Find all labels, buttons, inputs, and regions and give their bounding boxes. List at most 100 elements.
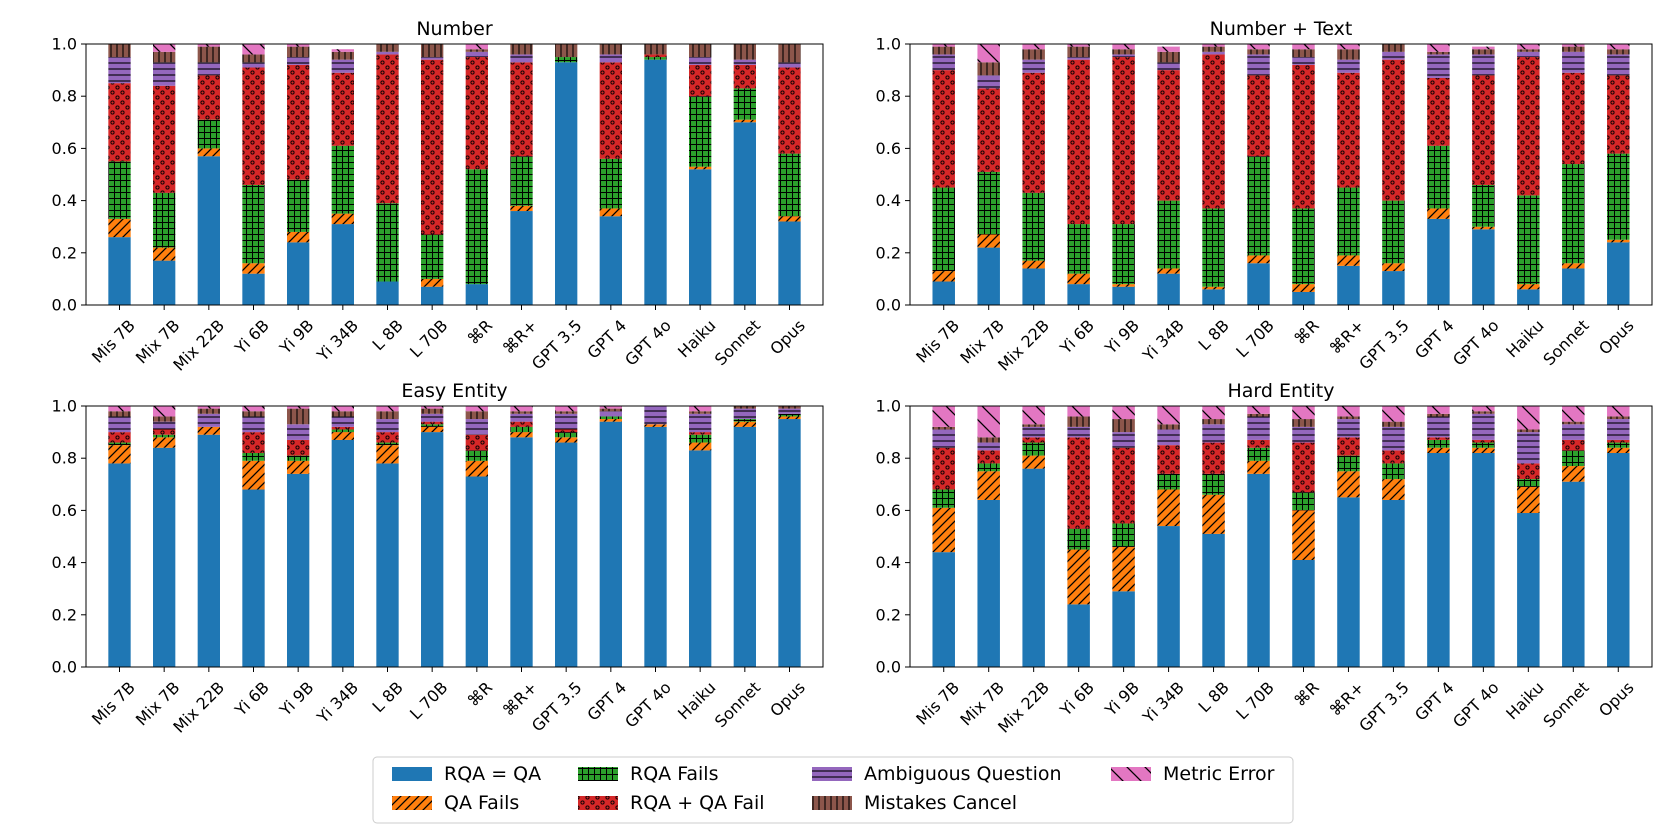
- bar-number-plus-text-l-70b-mistakes_cancel: [1247, 49, 1270, 55]
- bar-hard-entity-mix-7b-rqa_eq_qa: [977, 499, 1000, 667]
- bar-hard-entity-opus-rqa_qa_fail: [1607, 439, 1630, 443]
- panel-hard-entity-xtick-label-gpt-4o: GPT 4o: [1449, 678, 1503, 732]
- bar-easy-entity-gpt-4-rqa_eq_qa: [599, 421, 622, 667]
- bar-hard-entity-yi-6b-mistakes_cancel: [1067, 416, 1090, 427]
- bar-easy-entity-yi-9b-qa_fails: [287, 460, 310, 474]
- bar-hard-entity-gpt-3-5-metric_error: [1382, 406, 1405, 422]
- bar-hard-entity-haiku-qa_fails: [1517, 486, 1540, 514]
- bar-hard-entity-gpt-4-ambiguous: [1427, 416, 1450, 438]
- bar-number-plus-text-cmdr-rqa_eq_qa: [1292, 291, 1315, 305]
- panel-hard-entity-xtick-label-opus: Opus: [1595, 678, 1638, 721]
- bar-hard-entity-l-8b-qa_fails: [1202, 494, 1225, 534]
- bar-hard-entity-cmdrplus-rqa_qa_fail: [1337, 437, 1360, 456]
- bar-number-cmdrplus-rqa_qa_fail: [510, 62, 533, 157]
- bar-number-mix-7b-ambiguous: [153, 62, 176, 86]
- bar-hard-entity-yi-6b-rqa_eq_qa: [1067, 604, 1090, 667]
- bar-number-plus-text-cmdrplus-rqa_fails: [1337, 187, 1360, 256]
- bar-number-gpt-4o-mistakes_cancel: [644, 44, 667, 55]
- bar-number-plus-text-mis-7b-rqa_fails: [932, 187, 955, 272]
- bar-number-mis-7b-ambiguous: [108, 57, 131, 84]
- bar-hard-entity-opus-qa_fails: [1607, 447, 1630, 453]
- bar-hard-entity-mix-22b-qa_fails: [1022, 455, 1045, 469]
- panel-hard-entity-xtick-label-sonnet: Sonnet: [1539, 678, 1592, 731]
- bar-hard-entity-yi-6b-rqa_fails: [1067, 528, 1090, 550]
- bar-hard-entity-l-8b-rqa_fails: [1202, 473, 1225, 495]
- bar-hard-entity-opus-ambiguous: [1607, 419, 1630, 440]
- bar-number-plus-text-mix-7b-rqa_fails: [977, 171, 1000, 235]
- bar-number-plus-text-sonnet-rqa_fails: [1562, 164, 1585, 264]
- bar-hard-entity-cmdrplus-rqa_eq_qa: [1337, 497, 1360, 667]
- bar-easy-entity-yi-34b-rqa_eq_qa: [331, 439, 354, 667]
- bar-easy-entity-cmdr-mistakes_cancel: [465, 411, 488, 420]
- bar-number-plus-text-opus-ambiguous: [1607, 54, 1630, 76]
- panel-number-plus-text-ytick-label: 0.8: [876, 87, 901, 106]
- bar-hard-entity-l-70b-rqa_qa_fail: [1247, 439, 1270, 448]
- bar-hard-entity-l-70b-qa_fails: [1247, 460, 1270, 474]
- bar-number-plus-text-mis-7b-mistakes_cancel: [932, 46, 955, 55]
- bar-hard-entity-gpt-4-mistakes_cancel: [1427, 413, 1450, 417]
- bar-number-yi-34b-mistakes_cancel: [331, 51, 354, 60]
- bar-easy-entity-sonnet-mistakes_cancel: [733, 406, 756, 409]
- bar-number-mix-22b-rqa_eq_qa: [197, 156, 220, 305]
- bar-number-plus-text-cmdrplus-rqa_qa_fail: [1337, 72, 1360, 188]
- bar-number-yi-34b-rqa_eq_qa: [331, 224, 354, 305]
- bar-hard-entity-mis-7b-qa_fails: [932, 507, 955, 553]
- bar-hard-entity-l-70b-rqa_eq_qa: [1247, 473, 1270, 667]
- bar-number-plus-text-mis-7b-metric_error: [932, 44, 955, 47]
- bar-number-plus-text-yi-9b-qa_fails: [1112, 284, 1135, 287]
- panel-easy-entity-xtick-label-yi-34b: Yi 34B: [313, 678, 363, 728]
- bar-hard-entity-yi-6b-metric_error: [1067, 406, 1090, 417]
- bar-easy-entity-mix-7b-qa_fails: [153, 437, 176, 448]
- bar-hard-entity-mix-22b-metric_error: [1022, 406, 1045, 425]
- bar-hard-entity-cmdr-rqa_eq_qa: [1292, 559, 1315, 667]
- panel-number-plus-text-xtick-label-opus: Opus: [1595, 316, 1638, 359]
- bar-hard-entity-l-8b-rqa_eq_qa: [1202, 533, 1225, 667]
- bar-easy-entity-cmdrplus-ambiguous: [510, 413, 533, 422]
- bar-number-plus-text-cmdr-rqa_qa_fail: [1292, 64, 1315, 209]
- bar-number-plus-text-yi-9b-mistakes_cancel: [1112, 49, 1135, 55]
- bar-number-plus-text-yi-6b-qa_fails: [1067, 273, 1090, 285]
- bar-number-gpt-4-rqa_fails: [599, 158, 622, 209]
- bar-hard-entity-yi-6b-qa_fails: [1067, 549, 1090, 605]
- bar-easy-entity-yi-34b-qa_fails: [331, 432, 354, 440]
- bar-easy-entity-opus-mistakes_cancel: [778, 406, 801, 409]
- bar-number-plus-text-mix-7b-metric_error: [977, 44, 1000, 63]
- bar-hard-entity-mix-7b-qa_fails: [977, 471, 1000, 500]
- bar-number-plus-text-yi-6b-metric_error: [1067, 44, 1090, 47]
- bar-easy-entity-mix-7b-ambiguous: [153, 421, 176, 430]
- panel-hard-entity-xtick-label-cmdr: ⌘R: [1290, 678, 1323, 711]
- bar-number-opus-mistakes_cancel: [778, 44, 801, 63]
- bar-number-l-8b-ambiguous: [376, 51, 399, 55]
- bar-number-yi-34b-metric_error: [331, 49, 354, 52]
- bar-number-yi-9b-rqa_fails: [287, 179, 310, 232]
- bar-number-cmdrplus-rqa_fails: [510, 156, 533, 206]
- bar-hard-entity-gpt-4o-rqa_fails: [1472, 442, 1495, 448]
- bar-number-plus-text-gpt-4o-qa_fails: [1472, 226, 1495, 230]
- bar-number-plus-text-haiku-mistakes_cancel: [1517, 49, 1540, 52]
- bar-number-plus-text-opus-rqa_eq_qa: [1607, 242, 1630, 305]
- panel-number-ytick-label: 0.0: [52, 296, 77, 315]
- bar-number-plus-text-l-8b-mistakes_cancel: [1202, 46, 1225, 52]
- panel-hard-entity-xtick-label-l-8b: L 8B: [1195, 678, 1233, 716]
- bar-number-opus-qa_fails: [778, 216, 801, 222]
- panel-easy-entity-xtick-label-gpt-3-5: GPT 3.5: [528, 678, 586, 736]
- panel-number-plus-text-xtick-label-l-8b: L 8B: [1195, 316, 1233, 354]
- bar-number-opus-rqa_eq_qa: [778, 221, 801, 305]
- bar-hard-entity-mis-7b-mistakes_cancel: [932, 426, 955, 430]
- bar-number-plus-text-yi-34b-rqa_eq_qa: [1157, 273, 1180, 305]
- bar-number-plus-text-cmdr-ambiguous: [1292, 57, 1315, 65]
- bar-number-plus-text-opus-rqa_fails: [1607, 153, 1630, 240]
- bar-easy-entity-gpt-4-ambiguous: [599, 411, 622, 417]
- bar-number-plus-text-l-8b-qa_fails: [1202, 286, 1225, 290]
- bar-number-gpt-4o-rqa_qa_fail: [644, 54, 667, 58]
- bar-number-plus-text-yi-34b-qa_fails: [1157, 268, 1180, 274]
- bar-easy-entity-mix-22b-rqa_eq_qa: [197, 434, 220, 667]
- bar-easy-entity-yi-6b-rqa_eq_qa: [242, 489, 265, 667]
- bar-easy-entity-gpt-4o-ambiguous: [644, 406, 667, 425]
- panel-hard-entity-xtick-label-yi-34b: Yi 34B: [1138, 678, 1188, 728]
- bar-number-sonnet-rqa_eq_qa: [733, 122, 756, 305]
- bar-number-plus-text-l-70b-metric_error: [1247, 44, 1270, 50]
- bar-hard-entity-mix-7b-mistakes_cancel: [977, 437, 1000, 443]
- bar-number-yi-34b-ambiguous: [331, 59, 354, 73]
- bar-easy-entity-mis-7b-rqa_fails: [108, 442, 131, 446]
